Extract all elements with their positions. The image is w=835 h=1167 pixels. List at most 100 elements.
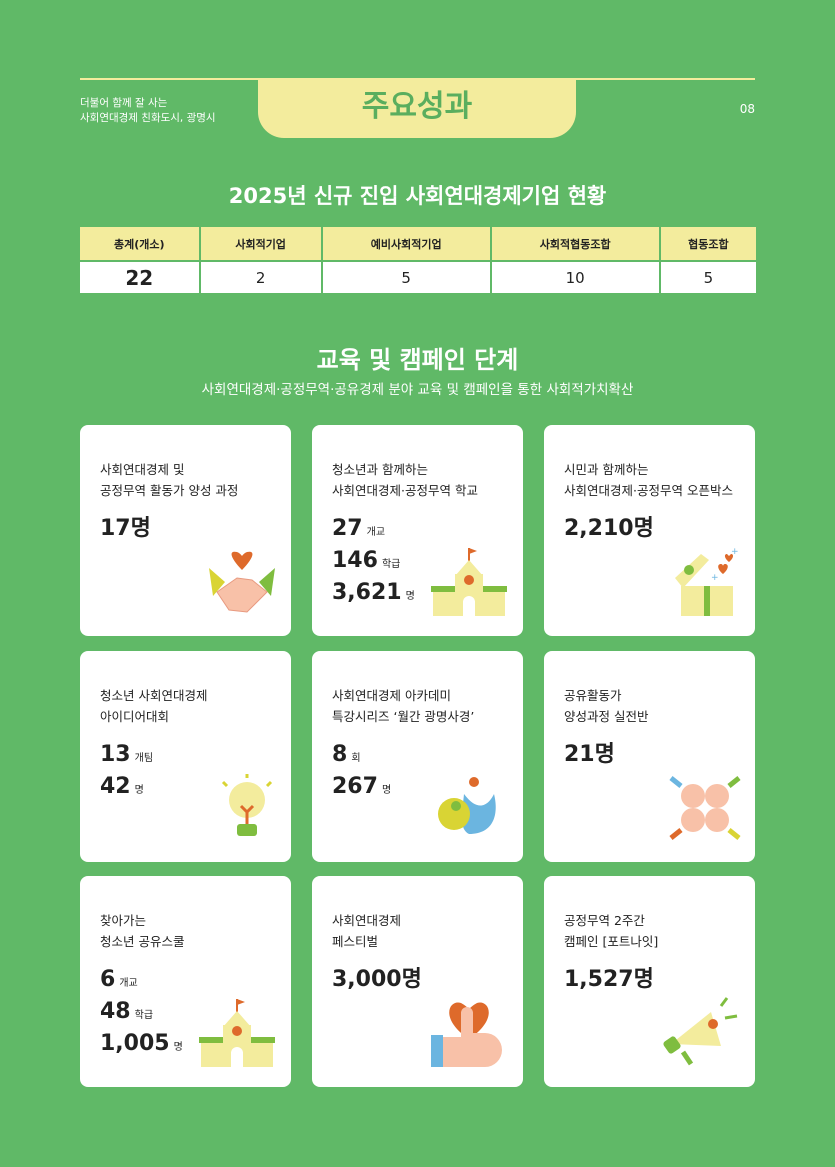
stat-unit: 개팀 — [134, 753, 154, 764]
gift-box-icon: + + — [671, 547, 741, 622]
table-cell: 2 — [198, 260, 323, 295]
megaphone-icon — [661, 994, 741, 1073]
stat-unit: 명 — [173, 1042, 183, 1053]
stat-unit: 명 — [405, 591, 415, 602]
card-title-line: 페스티벌 — [332, 934, 379, 949]
stat: 146 학급 — [332, 547, 523, 579]
stat: 1,527명 — [564, 966, 755, 994]
enterprise-title: 2025년 신규 진입 사회연대경제기업 현황 — [228, 184, 607, 208]
program-card: 찾아가는 청소년 공유스쿨 6 개교 48 학급 1,005 명 — [80, 876, 291, 1087]
brand-text: 더불어 함께 잘 사는 사회연대경제 친화도시, 광명시 — [80, 96, 216, 126]
stat: 48 학급 — [100, 998, 291, 1030]
stat-number: 13 — [100, 742, 131, 767]
stat: 27 개교 — [332, 515, 523, 547]
stat-unit: 학급 — [381, 559, 401, 570]
table-header: 사회적기업 — [198, 227, 323, 262]
stat-number: 48 — [100, 999, 131, 1024]
stat: 13 개팀 — [100, 741, 291, 773]
campaign-subtitle: 사회연대경제·공정무역·공유경제 분야 교육 및 캠페인을 통한 사회적가치확산 — [201, 382, 634, 398]
table-cell: 22 — [80, 260, 201, 295]
card-stats: 1,527명 — [564, 966, 755, 994]
stat-unit: 개교 — [119, 978, 138, 989]
stat-unit: 명 — [594, 742, 615, 767]
stat: 1,005 명 — [100, 1030, 291, 1062]
card-title-line: 캠페인 [포트나잇] — [564, 934, 659, 949]
card-title-line: 아이디어대회 — [100, 709, 170, 724]
stat-number: 6 — [100, 967, 116, 992]
thumbs-up-heart-icon — [429, 999, 509, 1073]
card-title-line: 사회연대경제 및 — [100, 462, 185, 477]
stat-unit: 학급 — [134, 1010, 154, 1021]
stat-number: 1,527 — [564, 967, 634, 992]
stat: 267 명 — [332, 773, 523, 805]
table-cell: 5 — [658, 260, 756, 295]
stat-number: 2,210 — [564, 516, 634, 541]
table-cell: 10 — [489, 260, 661, 295]
hands-together-icon — [669, 772, 741, 848]
card-title-line: 사회연대경제·공정무역 오픈박스 — [564, 483, 733, 498]
stat: 2,210명 — [564, 515, 755, 543]
school-icon — [429, 546, 509, 622]
table-header: 예비사회적기업 — [320, 227, 492, 262]
card-stats: 13 개팀 42 명 — [100, 741, 291, 805]
svg-text:+: + — [731, 548, 739, 557]
stat-number: 8 — [332, 742, 348, 767]
table-header: 총계(개소) — [80, 227, 201, 262]
school-icon — [197, 997, 277, 1073]
svg-text:+: + — [711, 573, 719, 583]
table-header: 사회적협동조합 — [489, 227, 661, 262]
stat-number: 3,000 — [332, 967, 402, 992]
card-stats: 17명 — [100, 515, 291, 543]
stat: 21명 — [564, 741, 755, 769]
card-stats: 21명 — [564, 741, 755, 769]
stat-unit: 명 — [381, 785, 392, 796]
people-icon — [434, 774, 509, 848]
lightbulb-icon — [217, 772, 277, 848]
campaign-title: 교육 및 캠페인 단계 — [316, 346, 519, 374]
card-title-line: 사회연대경제 — [332, 913, 402, 928]
program-card: 시민과 함께하는 사회연대경제·공정무역 오픈박스 2,210명 + + — [544, 425, 755, 636]
stat-number: 267 — [332, 774, 378, 799]
program-card: 청소년과 함께하는 사회연대경제·공정무역 학교 27 개교 146 학급 3,621 명 — [312, 425, 523, 636]
table-cell: 5 — [320, 260, 492, 295]
table-header: 협동조합 — [658, 227, 756, 262]
page-title: 주요성과 — [258, 78, 576, 138]
card-title-line: 찾아가는 — [100, 913, 147, 928]
stat-unit: 명 — [633, 516, 654, 541]
card-title-line: 시민과 함께하는 — [564, 462, 649, 477]
card-title-line: 청소년과 함께하는 — [332, 462, 428, 477]
stat-unit: 명 — [134, 785, 144, 796]
card-title-line: 공정무역 2주간 — [564, 913, 645, 928]
program-card: 공유활동가 양성과정 실전반 21명 — [544, 651, 755, 862]
card-stats: 8 회 267 명 — [332, 741, 523, 805]
program-card: 사회연대경제 아카데미 특강시리즈 ‘월간 광명사경’ 8 회 267 명 — [312, 651, 523, 862]
page-number: 08 — [739, 102, 755, 116]
brand-line: 더불어 함께 잘 사는 — [80, 97, 168, 109]
stat-unit: 회 — [351, 753, 361, 764]
card-title-line: 특강시리즈 ‘월간 광명사경’ — [332, 709, 475, 724]
card-title-line: 양성과정 실전반 — [564, 709, 649, 724]
card-title-line: 사회연대경제 아카데미 — [332, 688, 451, 703]
stat-number: 3,621 — [332, 580, 402, 605]
handshake-heart-icon — [207, 548, 277, 622]
stat-number: 27 — [332, 516, 363, 541]
card-title-line: 청소년 사회연대경제 — [100, 688, 208, 703]
card-stats: 2,210명 — [564, 515, 755, 543]
card-stats: 6 개교 48 학급 1,005 명 — [100, 966, 291, 1062]
card-title-line: 청소년 공유스쿨 — [100, 934, 185, 949]
enterprise-table: 총계(개소) 사회적기업 예비사회적기업 사회적협동조합 협동조합 22 2 5 10 5 — [80, 227, 756, 295]
stat-number: 42 — [100, 774, 131, 799]
stat-unit: 명 — [401, 967, 422, 992]
card-title-line: 공정무역 활동가 양성 과정 — [100, 483, 239, 498]
stat-unit: 명 — [130, 516, 151, 541]
stat: 6 개교 — [100, 966, 291, 998]
